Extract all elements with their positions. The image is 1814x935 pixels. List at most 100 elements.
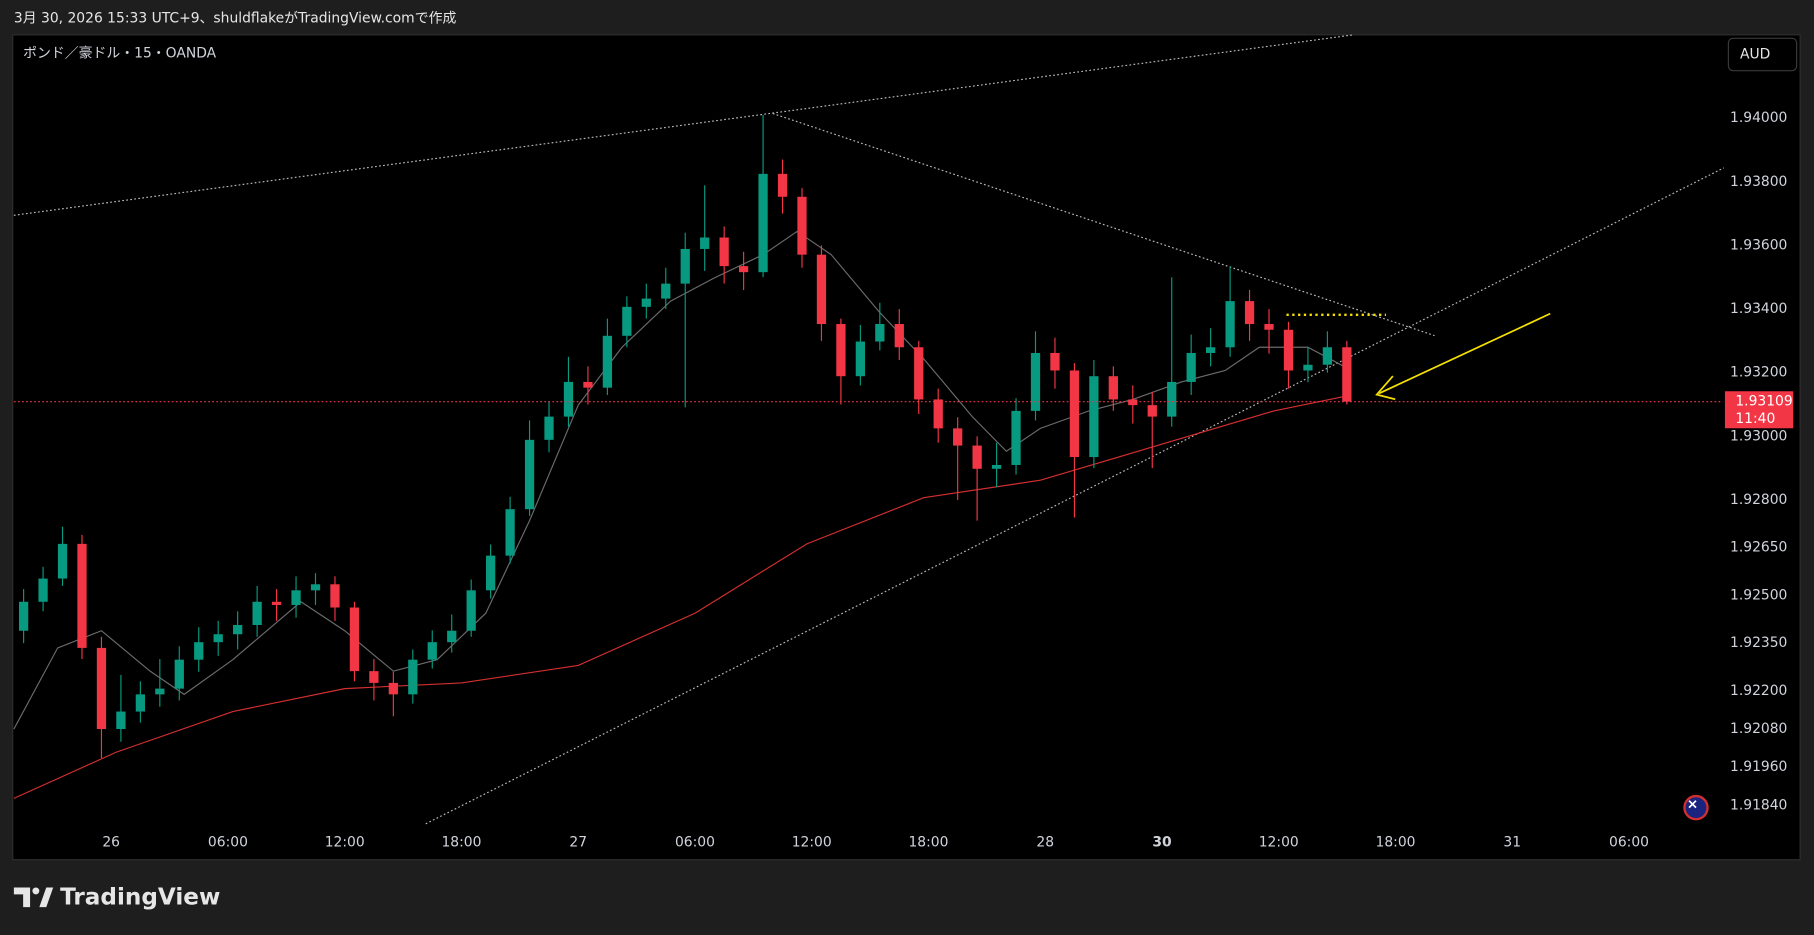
y-tick-label: 1.91960 bbox=[1730, 759, 1787, 775]
y-tick-label: 1.93800 bbox=[1730, 174, 1787, 190]
candle-body bbox=[96, 647, 107, 730]
brand: TradingView bbox=[60, 884, 220, 910]
candle-body bbox=[1030, 352, 1041, 411]
candle-body bbox=[1322, 347, 1333, 365]
candle-body bbox=[310, 584, 321, 591]
y-tick-label: 1.92500 bbox=[1730, 587, 1787, 603]
x-tick-label: 26 bbox=[102, 834, 120, 850]
trend-line bbox=[772, 112, 1435, 337]
y-tick-label: 1.93600 bbox=[1730, 237, 1787, 253]
candle-body bbox=[894, 324, 904, 348]
plot: 1.94000 1.93800 1.93600 1.93400 1.93200 1.930… bbox=[13, 110, 1794, 850]
y-tick-label: 1.92200 bbox=[1730, 683, 1787, 699]
candle-body bbox=[77, 543, 87, 648]
y-tick-label: 1.93200 bbox=[1730, 365, 1787, 381]
candle-body bbox=[1342, 347, 1352, 402]
trend-line bbox=[13, 34, 1354, 216]
candle-body bbox=[252, 601, 262, 626]
candle-body bbox=[1186, 352, 1196, 382]
candle-body bbox=[388, 682, 398, 695]
candle-body bbox=[466, 590, 476, 631]
candle-body bbox=[291, 590, 301, 605]
price-tag-value: 1.93109 bbox=[1735, 394, 1792, 410]
candle-body bbox=[641, 298, 651, 307]
drawings bbox=[13, 34, 1725, 825]
candle-body bbox=[738, 266, 749, 273]
y-tick-label: 1.93000 bbox=[1730, 428, 1787, 444]
candle-body bbox=[544, 416, 554, 440]
x-tick-label: 06:00 bbox=[1609, 834, 1649, 850]
candle-body bbox=[1147, 405, 1157, 417]
candle-body bbox=[194, 642, 204, 660]
caption: 3月 30, 2026 15:33 UTC+9、shuldflakeがTradi… bbox=[14, 11, 457, 27]
candle-body bbox=[38, 578, 48, 602]
x-tick-label: 30 bbox=[1152, 834, 1171, 850]
symbol-title: ポンド／豪ドル・15・OANDA bbox=[23, 45, 217, 61]
currency-button[interactable] bbox=[1727, 37, 1798, 72]
candle-body bbox=[408, 659, 418, 695]
y-tick-label: 1.91840 bbox=[1730, 797, 1787, 813]
candle-body bbox=[700, 237, 710, 249]
arrow bbox=[1378, 312, 1551, 395]
y-tick-label: 1.92350 bbox=[1730, 635, 1787, 651]
candle-body bbox=[116, 711, 126, 730]
x-tick-label: 31 bbox=[1503, 834, 1521, 850]
y-tick-label: 1.92800 bbox=[1730, 492, 1787, 508]
candle-body bbox=[1089, 376, 1099, 458]
price-tag bbox=[1724, 391, 1794, 429]
candle-body bbox=[777, 173, 788, 197]
flag-icon bbox=[1683, 794, 1709, 821]
x-tick-label: 27 bbox=[569, 834, 587, 850]
candle-body bbox=[18, 601, 29, 631]
trend-line bbox=[425, 167, 1725, 825]
candle-body bbox=[1303, 364, 1313, 371]
y-tick-label: 1.92080 bbox=[1730, 721, 1787, 737]
candle-body bbox=[524, 439, 535, 510]
candle-body bbox=[213, 634, 223, 643]
x-tick-label: 12:00 bbox=[792, 834, 832, 850]
logo: TradingView bbox=[13, 884, 220, 910]
x-tick-label: 18:00 bbox=[908, 834, 948, 850]
x-tick-label: 06:00 bbox=[675, 834, 715, 850]
candle-body bbox=[1167, 381, 1177, 417]
candle-body bbox=[330, 584, 340, 608]
candle-body bbox=[1206, 347, 1216, 353]
candle-body bbox=[1264, 324, 1274, 330]
candle-body bbox=[155, 688, 165, 695]
candle-body bbox=[486, 555, 496, 591]
candle-body bbox=[680, 248, 690, 284]
candle-body bbox=[1011, 410, 1021, 465]
candle-body bbox=[622, 306, 632, 336]
candle-body bbox=[1108, 376, 1118, 400]
candle-body bbox=[991, 464, 1002, 469]
candle-body bbox=[427, 642, 437, 660]
candle-body bbox=[933, 399, 943, 429]
candle-body bbox=[1069, 370, 1080, 458]
arrow-head bbox=[1375, 375, 1396, 401]
candle-body bbox=[583, 381, 593, 388]
chart-panel bbox=[12, 34, 1801, 861]
y-tick-label: 1.92650 bbox=[1730, 540, 1787, 556]
candle-body bbox=[953, 428, 963, 446]
candle-body bbox=[349, 607, 360, 672]
x-tick-label: 28 bbox=[1036, 834, 1054, 850]
candle-body bbox=[271, 601, 282, 605]
candle-body bbox=[875, 324, 885, 342]
x-tick-label: 12:00 bbox=[1259, 834, 1299, 850]
price-tag-countdown: 11:40 bbox=[1735, 411, 1775, 427]
candle-body bbox=[719, 237, 729, 267]
candle-body bbox=[836, 324, 846, 377]
x-tick-label: 06:00 bbox=[208, 834, 248, 850]
candle-body bbox=[369, 671, 379, 683]
candle-body bbox=[661, 283, 671, 299]
y-tick-label: 1.94000 bbox=[1730, 110, 1787, 126]
candle-body bbox=[855, 341, 865, 377]
x-tick-label: 18:00 bbox=[441, 834, 481, 850]
candle-body bbox=[174, 659, 184, 689]
candle-body bbox=[1225, 301, 1235, 348]
candle-body bbox=[914, 347, 924, 400]
candle-body bbox=[57, 543, 68, 579]
candle-body bbox=[797, 196, 807, 255]
